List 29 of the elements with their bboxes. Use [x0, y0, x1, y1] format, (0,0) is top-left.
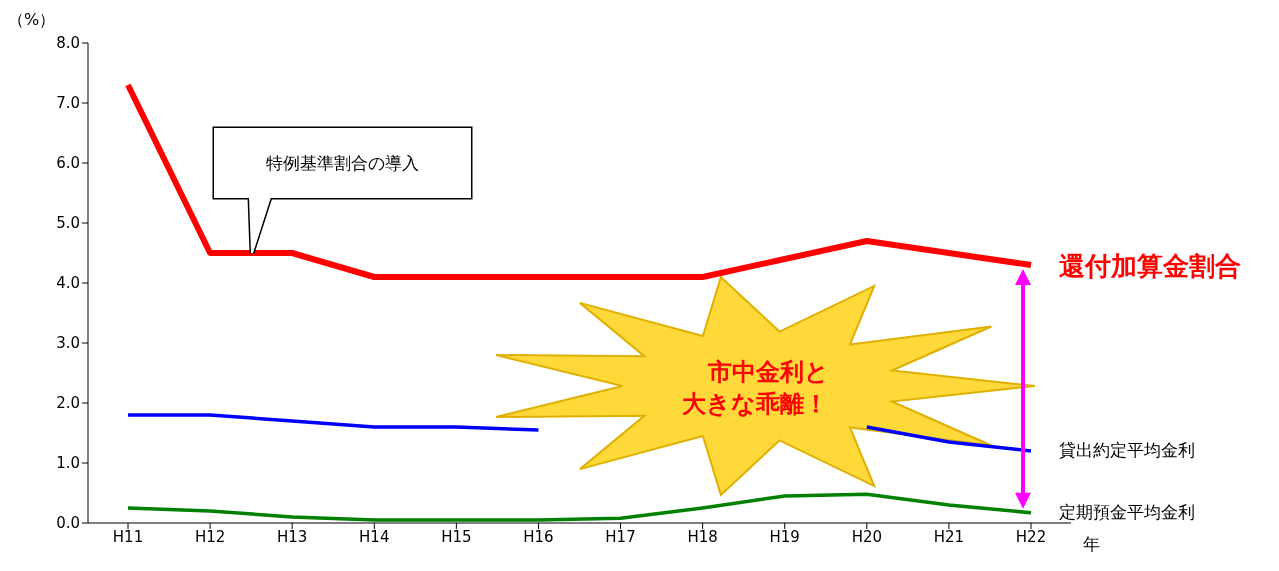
y-tick-label: 0.0 [56, 514, 80, 533]
series-label: 定期預金平均金利 [1059, 500, 1195, 524]
y-tick-label: 1.0 [56, 454, 80, 473]
annotation: 特例基準割合の導入 [265, 151, 420, 175]
x-tick-label: H12 [194, 527, 226, 546]
series-label: 還付加算金割合 [1059, 250, 1241, 283]
y-tick-label: 8.0 [56, 34, 80, 53]
y-tick-label: 3.0 [56, 334, 80, 353]
y-tick-label: 6.0 [56, 154, 80, 173]
y-tick-label: 2.0 [56, 394, 80, 413]
x-tick-label: H13 [276, 527, 308, 546]
annotation: 市中金利と大きな乖離！ [682, 357, 831, 420]
x-tick-label: H16 [523, 527, 554, 546]
x-tick-label: H11 [112, 527, 144, 546]
x-tick-label: H14 [359, 527, 390, 546]
line-series [126, 492, 1033, 522]
series-label: 貸出約定平均金利 [1059, 439, 1195, 462]
x-axis-title: 年 [1083, 533, 1100, 556]
y-tick-label: 4.0 [56, 274, 80, 293]
y-axis-title: （%） [8, 10, 56, 31]
x-tick-label: H22 [1015, 527, 1047, 546]
x-tick-label: H21 [933, 527, 965, 546]
x-tick-label: H15 [441, 527, 472, 546]
x-tick-label: H17 [605, 527, 636, 546]
y-tick-label: 5.0 [56, 214, 80, 233]
x-tick-label: H20 [851, 527, 883, 546]
x-tick-label: H18 [687, 527, 718, 546]
x-tick-label: H19 [769, 527, 800, 546]
y-tick-label: 7.0 [56, 94, 80, 113]
